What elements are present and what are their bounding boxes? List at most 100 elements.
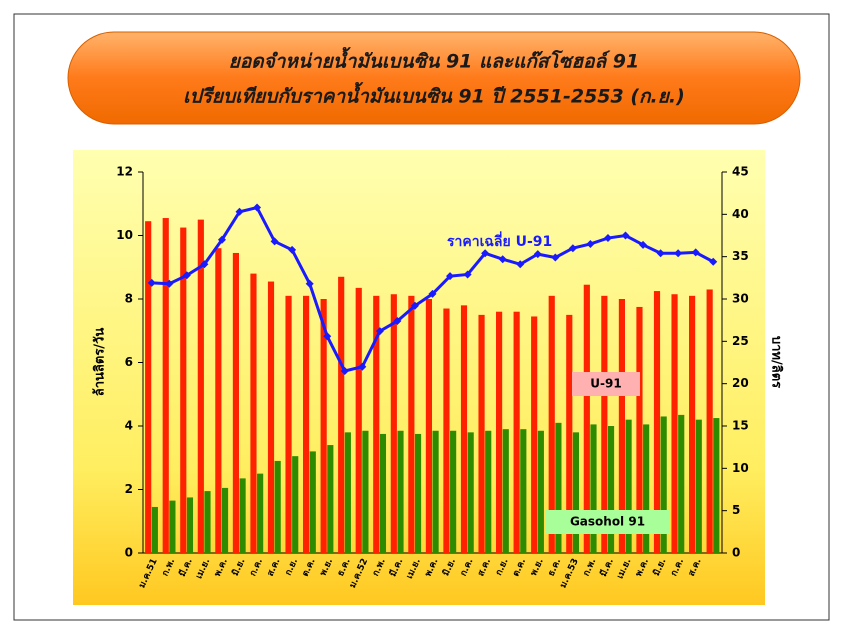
price-marker [147, 278, 156, 287]
bar [625, 419, 632, 553]
y-axis-label: ล้านลิตร/วัน [92, 328, 108, 397]
bar [355, 287, 362, 553]
legend-label: ราคาเฉลี่ย U-91 [447, 231, 552, 250]
y2-tick-label: 35 [732, 249, 749, 263]
y-tick-label: 12 [116, 165, 133, 179]
bar [601, 295, 608, 553]
bar [485, 430, 492, 553]
bar [678, 414, 685, 553]
bar [425, 299, 432, 553]
bar [467, 432, 474, 553]
price-marker [516, 260, 525, 269]
y2-tick-label: 25 [732, 334, 749, 348]
price-marker [656, 249, 665, 258]
price-marker [288, 245, 297, 254]
price-marker [323, 332, 332, 341]
bar [531, 316, 538, 553]
price-marker [428, 289, 437, 298]
y2-tick-label: 30 [732, 292, 749, 306]
price-marker [200, 260, 209, 269]
price-marker [709, 257, 718, 266]
y2-axis-label: บาท/ลิตร [769, 336, 784, 388]
price-marker [674, 249, 683, 258]
bar [548, 295, 555, 553]
bar [643, 424, 650, 553]
price-marker [463, 270, 472, 279]
legend-label: U-91 [590, 377, 621, 391]
bar [379, 433, 387, 553]
bar [555, 422, 562, 553]
bar [397, 430, 404, 553]
bar [151, 506, 158, 553]
price-marker [568, 244, 577, 253]
bar [572, 432, 580, 553]
bar [689, 295, 696, 553]
y-tick-label: 0 [125, 546, 133, 560]
bar [257, 473, 264, 553]
price-marker [621, 231, 630, 240]
bar [537, 430, 544, 553]
price-marker [253, 203, 262, 212]
bar [292, 456, 299, 553]
y2-tick-label: 40 [732, 207, 749, 221]
legend-label: Gasohol 91 [570, 515, 645, 529]
bar [566, 314, 573, 553]
chart-title: เปรียบเทียบกับราคาน้ำมันเบนซิน 91 ปี 255… [183, 82, 685, 108]
bar [390, 294, 397, 553]
price-marker [393, 317, 402, 326]
bar [460, 305, 468, 553]
bar [162, 218, 169, 553]
price-marker [235, 207, 244, 216]
bar [250, 273, 257, 553]
y2-tick-label: 45 [732, 165, 749, 179]
bar [327, 445, 334, 553]
bar [285, 295, 292, 553]
bar [443, 308, 450, 553]
bar [145, 221, 152, 553]
price-marker [358, 362, 367, 371]
price-marker [375, 327, 384, 336]
bar [607, 426, 615, 553]
price-marker [481, 249, 490, 258]
bar [239, 478, 246, 553]
bar [221, 487, 229, 553]
bar [513, 311, 520, 553]
y2-tick-label: 15 [732, 419, 749, 433]
price-marker [410, 301, 419, 310]
price-marker [691, 248, 700, 257]
bar [303, 295, 310, 553]
y2-tick-label: 5 [732, 503, 740, 517]
bar [204, 491, 211, 553]
bar [520, 429, 527, 553]
price-marker [551, 253, 560, 262]
bar [590, 424, 597, 553]
bar [215, 248, 222, 553]
price-marker [603, 234, 612, 243]
bar [362, 430, 369, 553]
y-tick-label: 2 [125, 482, 133, 496]
bar [320, 299, 327, 553]
y2-tick-label: 0 [732, 546, 740, 560]
title-box [67, 31, 801, 125]
bar [502, 429, 509, 553]
bar [653, 291, 661, 553]
bar [713, 418, 720, 553]
bar [636, 306, 643, 553]
bar [186, 497, 194, 553]
price-marker [340, 366, 349, 375]
bar [274, 460, 281, 553]
bar [706, 289, 713, 553]
price-marker [446, 272, 455, 281]
bar [432, 430, 439, 553]
bar [344, 432, 351, 553]
bar [408, 295, 415, 553]
price-marker [533, 250, 542, 259]
price-marker [305, 279, 314, 288]
bar [267, 281, 275, 553]
bar [309, 451, 316, 553]
bar [450, 430, 457, 553]
chart-title: ยอดจำหน่ายน้ำมันเบนซิน 91 และแก๊สโซฮอล์ … [229, 47, 640, 73]
bar [338, 276, 345, 553]
bar [180, 227, 187, 553]
bar [373, 295, 380, 553]
